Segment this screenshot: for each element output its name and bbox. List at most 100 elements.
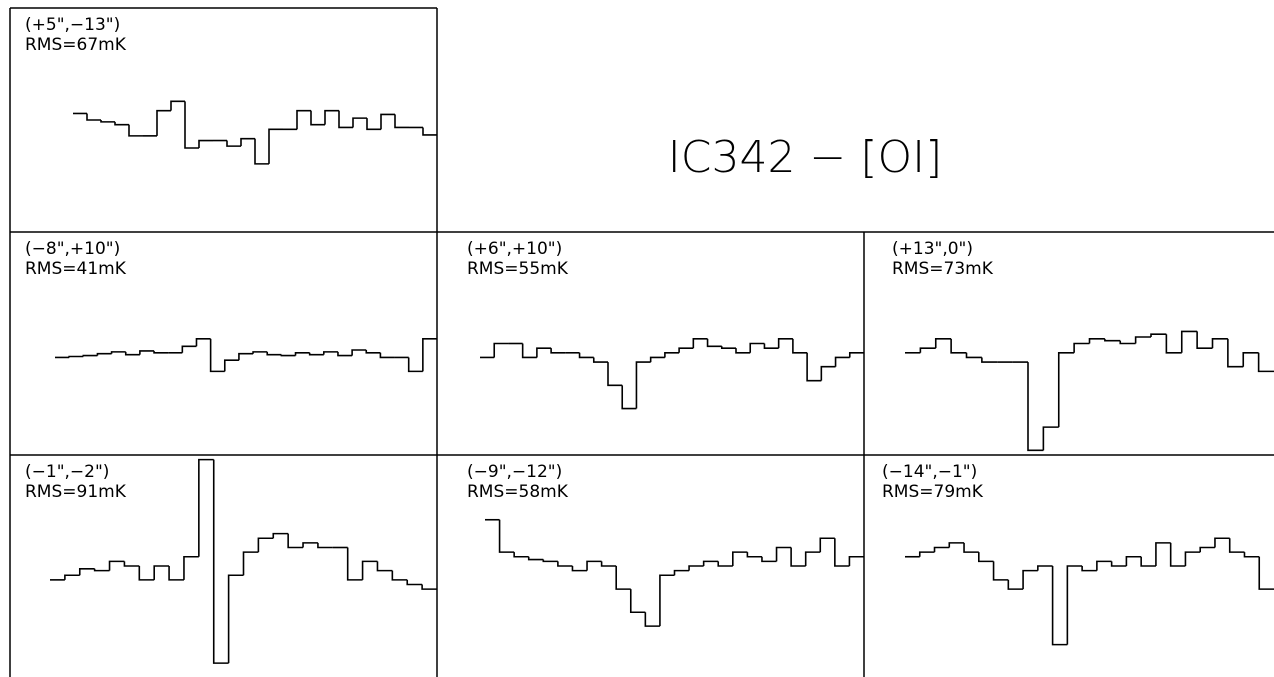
spectrum-step: [380, 113, 395, 130]
panel-rms-label: RMS=79mK: [882, 482, 984, 502]
spectrum-step: [550, 348, 566, 354]
spectrum-step: [659, 574, 675, 627]
spectrum-step: [1134, 336, 1151, 344]
spectrum-step: [498, 519, 515, 553]
spectrum-step: [965, 352, 982, 359]
spectrum-step: [268, 128, 283, 164]
spectrum-step: [266, 351, 282, 356]
spectrum-step: [1150, 333, 1167, 337]
spectrum-step: [170, 100, 185, 111]
spectrum-step: [1242, 351, 1259, 367]
spectrum-step: [379, 352, 395, 359]
spectrum-step: [287, 533, 304, 549]
spectrum-step: [338, 110, 353, 129]
spectrum-step: [1165, 334, 1182, 354]
spectrum-step: [673, 569, 690, 576]
spectrum-step: [834, 538, 850, 567]
spectrum-step: [649, 356, 665, 363]
spectrum-step: [1110, 561, 1127, 567]
spectrum-step: [272, 532, 289, 539]
spectrum-step: [1169, 542, 1186, 567]
spectrum-step: [763, 343, 779, 349]
spectrum-step: [139, 350, 155, 355]
spectrum-step: [919, 347, 936, 353]
panel-offset-label: (+6",+10"): [467, 239, 562, 259]
spectrum-step: [607, 362, 623, 387]
spectrum-step: [746, 552, 762, 558]
spectrum-step: [992, 561, 1009, 581]
spectrum-step: [1073, 342, 1090, 353]
spectrum-step: [138, 566, 155, 581]
spectrum-step: [749, 342, 765, 353]
spectrum-step: [586, 560, 602, 571]
spectrum-step: [804, 551, 821, 566]
panel-rms-label: RMS=55mK: [467, 259, 569, 279]
spectrum-step: [184, 101, 199, 149]
spectrum-step: [592, 357, 608, 363]
spectrum-step: [720, 346, 736, 349]
spectrum-step: [86, 113, 101, 121]
spectrum-step: [578, 352, 594, 359]
spectrum-step: [68, 355, 84, 358]
spectrum-step: [108, 560, 125, 571]
spectrum-step: [600, 561, 617, 567]
spectrum-step: [422, 338, 437, 372]
panel-rms-label: RMS=41mK: [25, 259, 127, 279]
spectrum-step: [493, 342, 509, 358]
panel-rms-label: RMS=73mK: [892, 259, 994, 279]
spectrum-step: [621, 385, 637, 410]
spectrum-step: [406, 579, 423, 586]
spectrum-step: [735, 348, 751, 354]
panel-offset-label: (−1",−2"): [25, 462, 109, 482]
spectrum-step: [1007, 579, 1024, 590]
spectrum-step: [1214, 537, 1230, 548]
spectrum-step: [1155, 542, 1171, 566]
spectrum-step: [252, 351, 268, 354]
spectrum-step: [96, 352, 112, 356]
panel-offset-label: (−14",−1"): [882, 462, 977, 482]
spectrum-step: [227, 574, 244, 664]
spectrum-step: [168, 566, 184, 581]
spectrum-step: [156, 109, 171, 136]
spectrum-step: [732, 551, 748, 566]
spectrum-step: [1042, 426, 1059, 451]
spectrum-step: [1258, 556, 1274, 590]
spectrum-step: [692, 338, 708, 349]
spectrum-step: [351, 349, 367, 356]
spectrum-step: [257, 537, 274, 553]
spectrum-step: [254, 138, 269, 165]
spectrum-step: [1228, 538, 1245, 553]
spectrum-step: [848, 555, 864, 566]
spectrum-step: [775, 546, 792, 562]
spectrum-step: [114, 121, 129, 126]
spectrum-step: [226, 140, 241, 147]
spectrum-step: [209, 338, 225, 373]
panel-rms-label: RMS=91mK: [25, 482, 127, 502]
spectrum-step: [195, 338, 211, 347]
spectrum-step: [1199, 546, 1215, 553]
spectrum-step: [629, 589, 646, 614]
spectrum-step: [706, 338, 722, 348]
spectrum-step: [1057, 351, 1075, 428]
spectrum-step: [1081, 566, 1097, 572]
spectrum-step: [1022, 569, 1038, 590]
spectrum-step: [702, 560, 719, 566]
spectrum-step: [1119, 340, 1136, 345]
spectrum-step: [1227, 338, 1244, 368]
spectrum-step: [421, 584, 437, 590]
spectrum-step: [688, 565, 704, 571]
spectrum-step: [678, 347, 694, 353]
panel-rms-label: RMS=67mK: [25, 35, 127, 55]
spectrum-step: [198, 139, 213, 148]
spectrum-step: [834, 356, 850, 367]
spectrum-step: [981, 357, 998, 363]
spectrum-step: [212, 459, 229, 664]
figure-title: IC342 − [OI]: [668, 132, 942, 183]
spectrum-step: [391, 570, 408, 581]
spectrum-step: [302, 542, 318, 548]
spectrum-step: [198, 458, 214, 557]
spectrum-step: [1096, 560, 1112, 571]
spectrum-step: [820, 365, 836, 381]
spectrum-step: [366, 118, 381, 131]
